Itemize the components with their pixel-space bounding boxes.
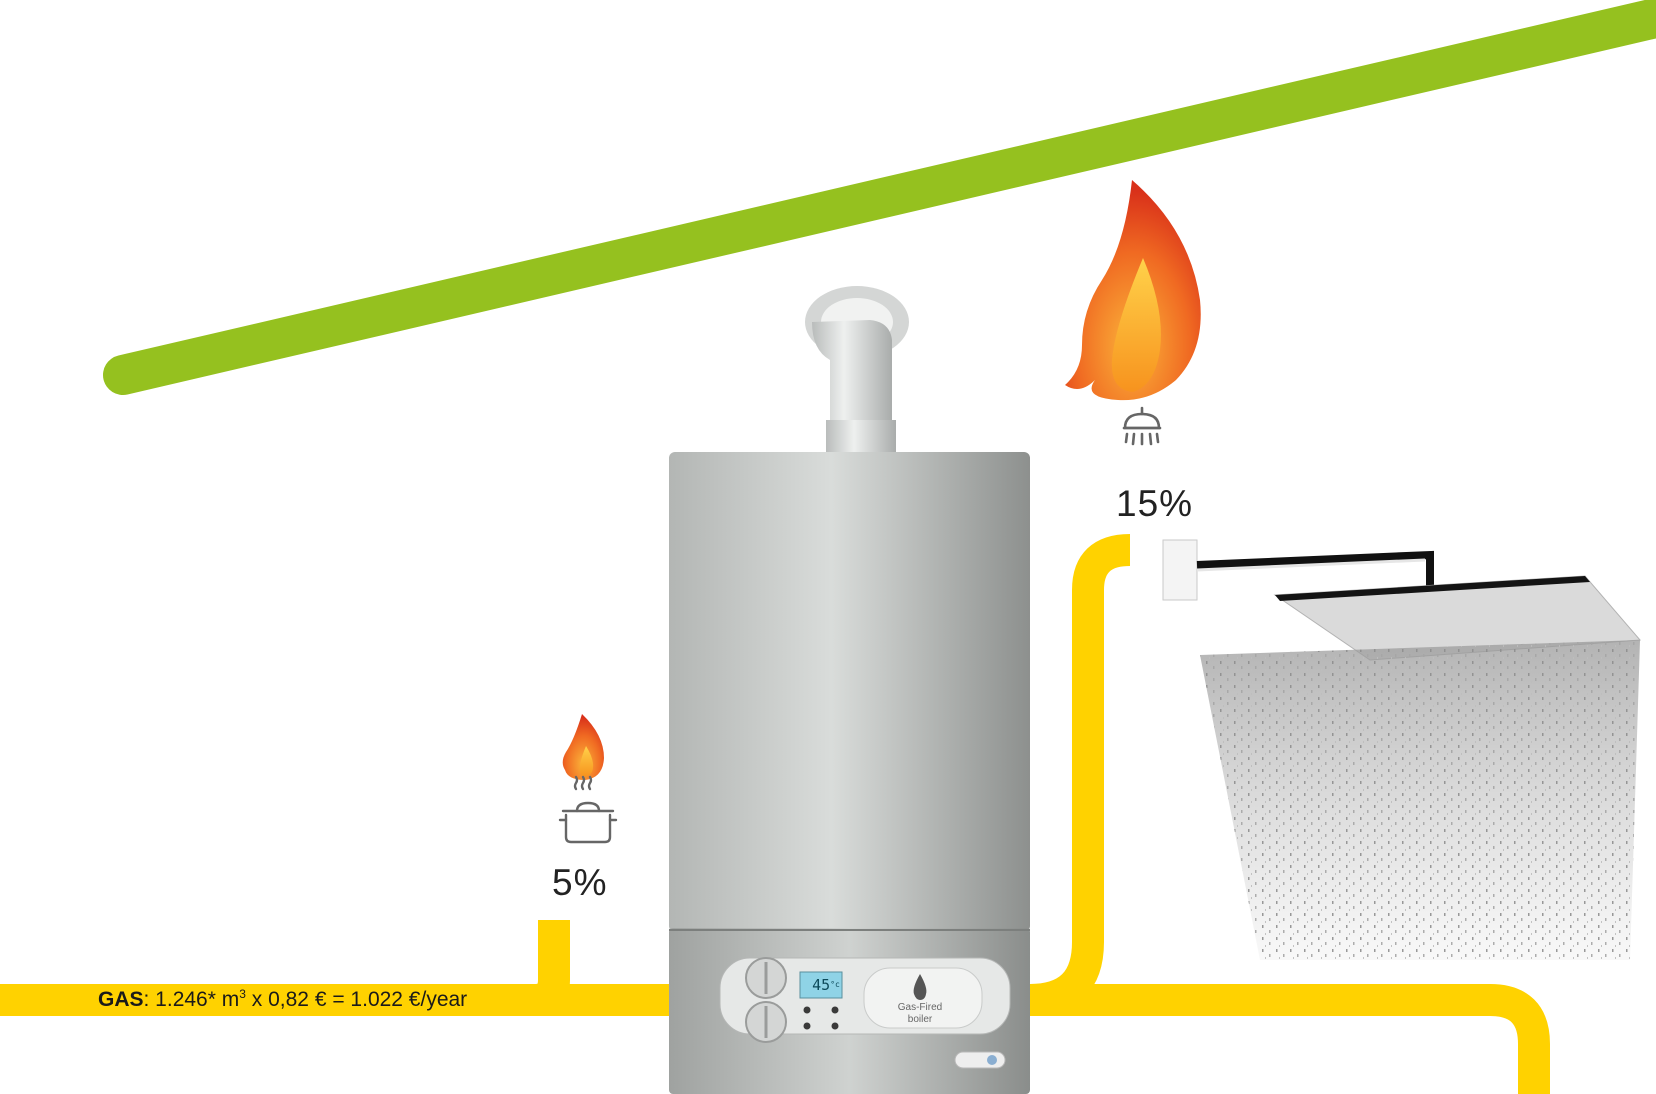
shower-percent: 15% bbox=[1116, 483, 1194, 524]
display-value: 45 bbox=[812, 976, 831, 994]
gas-label-sup: 3 bbox=[239, 987, 246, 1001]
flue-pipe bbox=[805, 286, 909, 460]
power-switch[interactable] bbox=[954, 1051, 1006, 1069]
temperature-display bbox=[799, 971, 843, 999]
shower-head bbox=[1162, 539, 1642, 960]
cooking-pot-icon bbox=[558, 775, 618, 844]
flame-icon bbox=[562, 714, 604, 780]
shower-icon bbox=[1122, 406, 1162, 446]
boiler-brand-line2: boiler bbox=[907, 1014, 933, 1025]
gas-label-bold: GAS bbox=[98, 988, 144, 1011]
gas-cost-label: GAS: 1.246* m3 x 0,82 € = 1.022 €/year bbox=[98, 987, 467, 1012]
gas-pipe bbox=[0, 534, 1550, 1094]
boiler bbox=[669, 452, 1030, 1094]
boiler-brand-label: Gas-Fired boiler bbox=[870, 1002, 970, 1026]
display-readout: 45°c bbox=[806, 972, 846, 998]
gas-label-main: : 1.246* m bbox=[143, 988, 240, 1011]
display-unit: °c bbox=[830, 980, 840, 989]
gas-flame-logo-icon bbox=[913, 974, 927, 1000]
roof-line bbox=[103, 0, 1656, 395]
gas-label-rest: x 0,82 € = 1.022 €/year bbox=[245, 988, 468, 1011]
cooking-percent: 5% bbox=[552, 862, 608, 903]
flame-icon bbox=[1065, 180, 1201, 401]
boiler-brand-line1: Gas-Fired bbox=[897, 1002, 943, 1013]
